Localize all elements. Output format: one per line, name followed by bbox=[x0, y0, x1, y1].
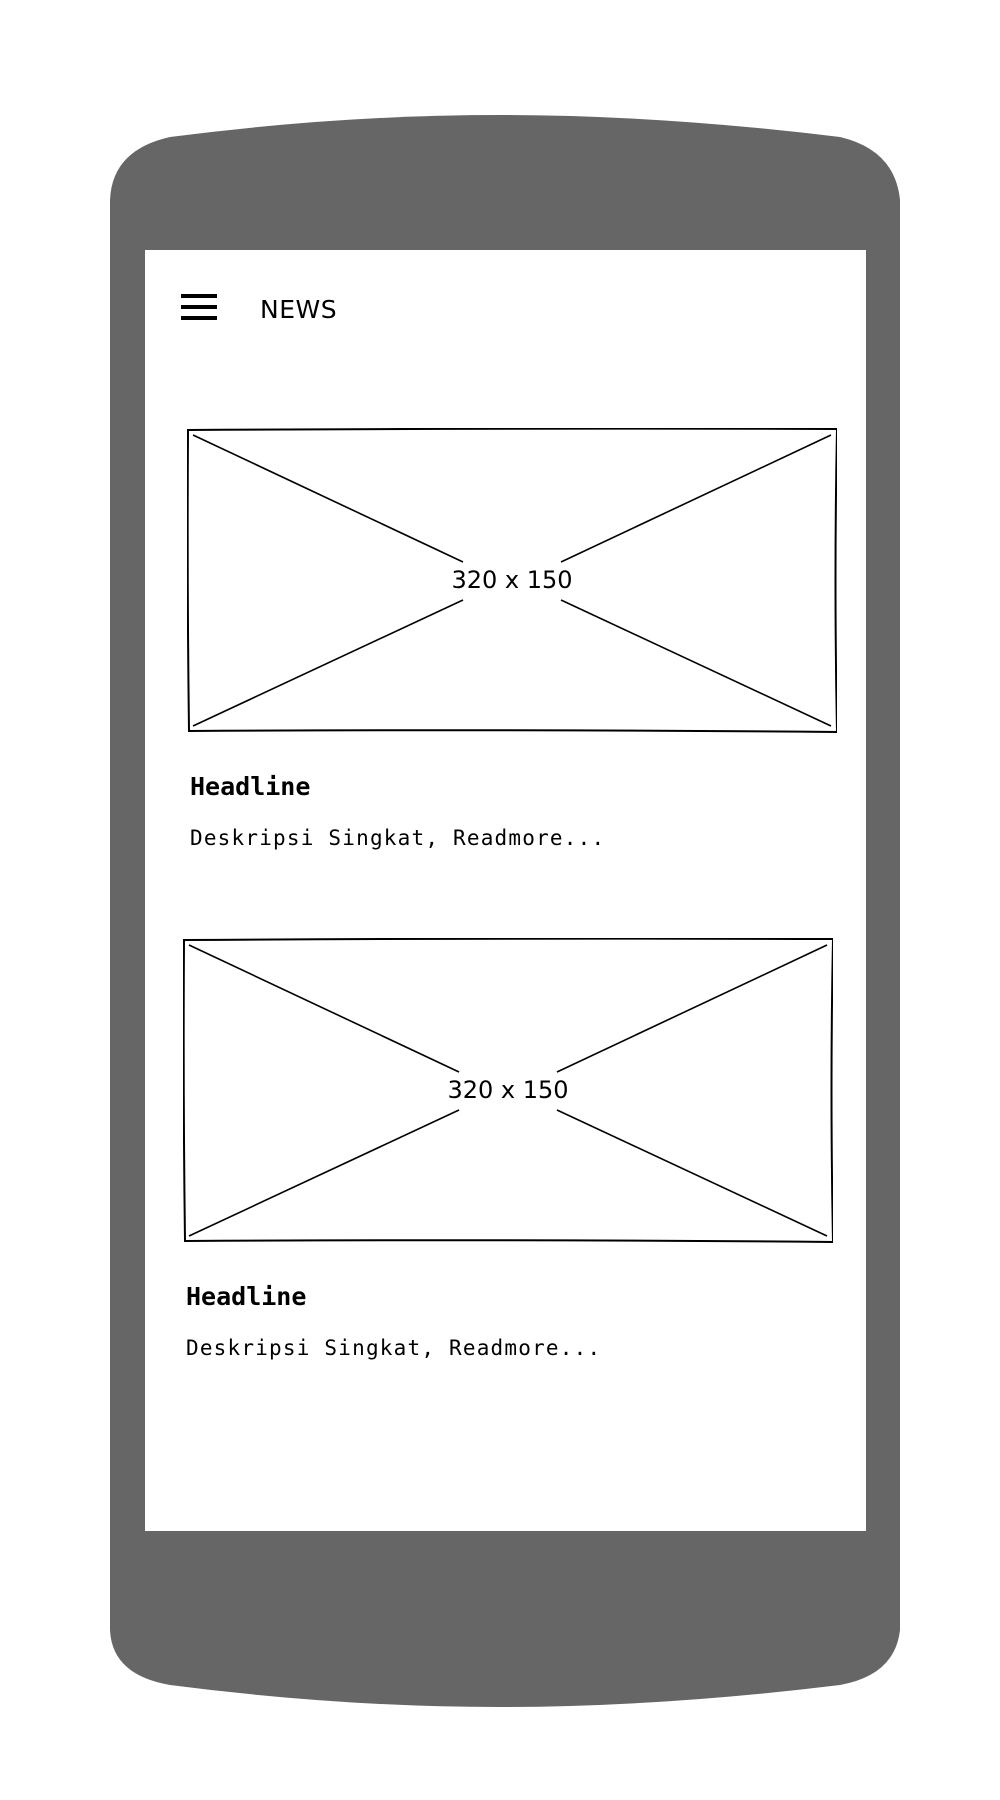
news-card[interactable]: 320 x 150 Headline Deskripsi Singkat, Re… bbox=[183, 938, 833, 1368]
app-title: NEWS bbox=[260, 295, 338, 324]
image-placeholder: 320 x 150 bbox=[187, 428, 837, 733]
image-size-label: 320 x 150 bbox=[187, 560, 837, 600]
app-bar: NEWS bbox=[145, 250, 866, 360]
description-readmore-link[interactable]: Deskripsi Singkat, Readmore... bbox=[190, 826, 606, 850]
image-placeholder: 320 x 150 bbox=[183, 938, 833, 1243]
headline[interactable]: Headline bbox=[190, 772, 311, 801]
image-size-label: 320 x 150 bbox=[183, 1070, 833, 1110]
headline[interactable]: Headline bbox=[186, 1282, 307, 1311]
phone-screen: NEWS 320 x 150 Headline Deskripsi Singka… bbox=[145, 250, 866, 1531]
description-readmore-link[interactable]: Deskripsi Singkat, Readmore... bbox=[186, 1336, 602, 1360]
hamburger-menu-icon[interactable] bbox=[181, 294, 217, 322]
news-card[interactable]: 320 x 150 Headline Deskripsi Singkat, Re… bbox=[187, 428, 837, 858]
